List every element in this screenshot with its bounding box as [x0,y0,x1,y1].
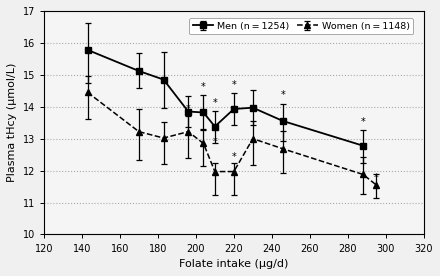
Text: *: * [231,80,236,90]
Text: *: * [231,152,236,162]
Legend: Men (n = 1254), Women (n = 1148): Men (n = 1254), Women (n = 1148) [189,18,414,34]
X-axis label: Folate intake (μg/d): Folate intake (μg/d) [179,259,289,269]
Text: *: * [201,109,206,119]
Text: *: * [186,104,191,114]
Text: *: * [361,116,365,126]
Text: *: * [374,173,379,183]
Text: *: * [213,98,217,108]
Text: *: * [250,108,255,118]
Text: *: * [281,118,286,128]
Text: *: * [361,143,365,153]
Y-axis label: Plasma tHcy (μmol/L): Plasma tHcy (μmol/L) [7,63,17,182]
Text: *: * [201,82,206,92]
Text: *: * [213,137,217,147]
Text: *: * [281,90,286,100]
